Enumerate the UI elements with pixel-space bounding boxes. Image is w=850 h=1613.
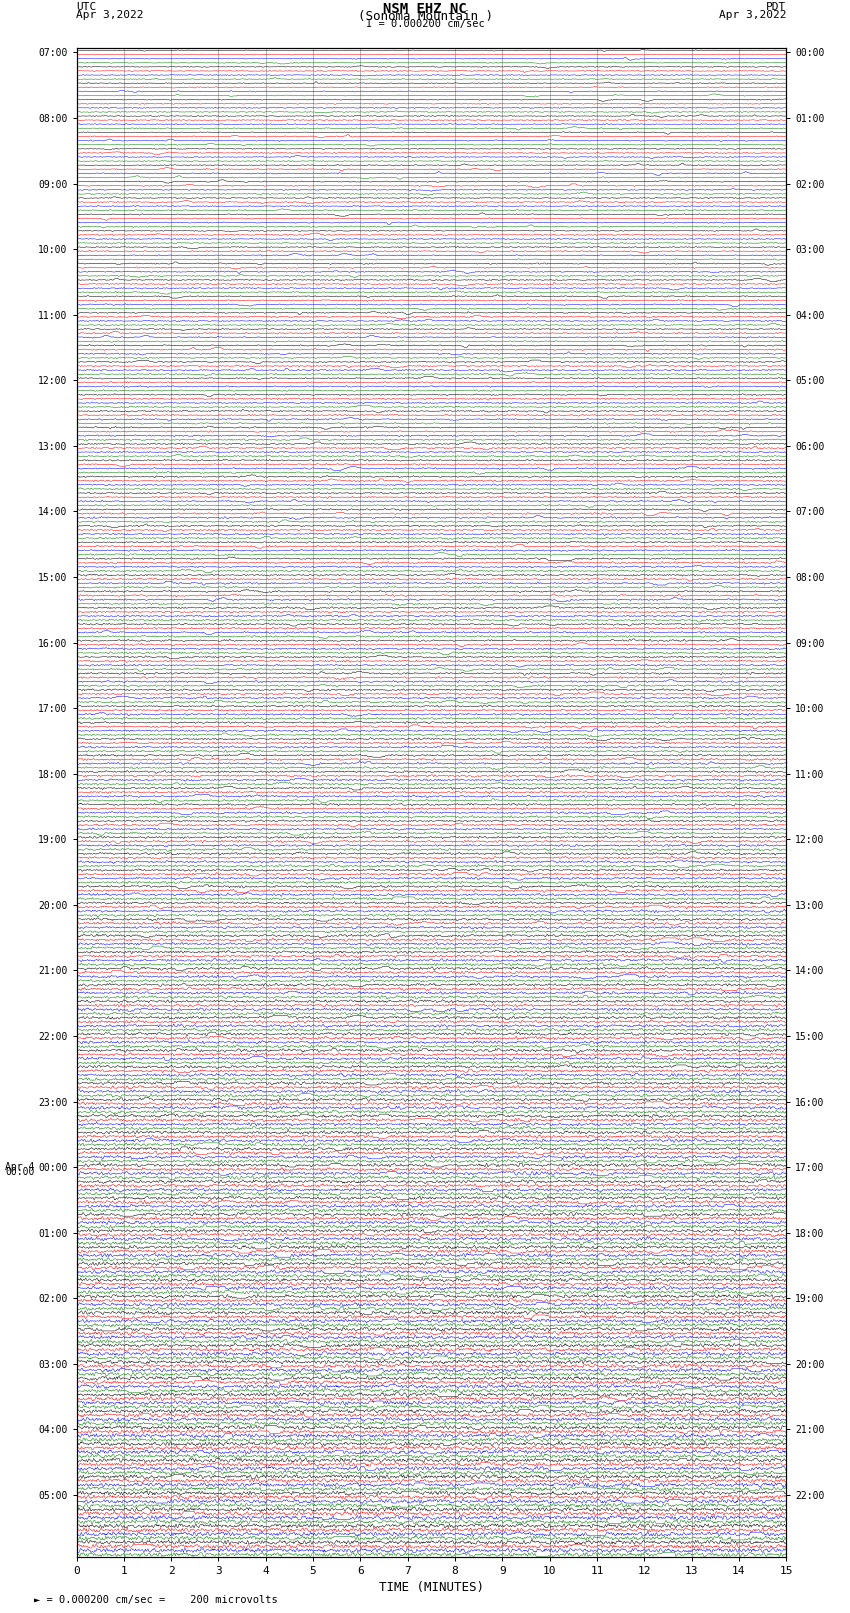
Text: Apr 3,2022: Apr 3,2022 — [76, 11, 144, 21]
Text: 00:00: 00:00 — [5, 1168, 34, 1177]
Text: NSM EHZ NC: NSM EHZ NC — [383, 3, 467, 16]
Text: (Sonoma Mountain ): (Sonoma Mountain ) — [358, 11, 492, 24]
Text: ► = 0.000200 cm/sec =    200 microvolts: ► = 0.000200 cm/sec = 200 microvolts — [34, 1595, 278, 1605]
X-axis label: TIME (MINUTES): TIME (MINUTES) — [379, 1581, 484, 1594]
Text: I = 0.000200 cm/sec: I = 0.000200 cm/sec — [366, 18, 484, 29]
Text: UTC: UTC — [76, 3, 97, 13]
Text: Apr 3,2022: Apr 3,2022 — [719, 11, 786, 21]
Text: Apr 4: Apr 4 — [5, 1163, 34, 1173]
Text: PDT: PDT — [766, 3, 786, 13]
